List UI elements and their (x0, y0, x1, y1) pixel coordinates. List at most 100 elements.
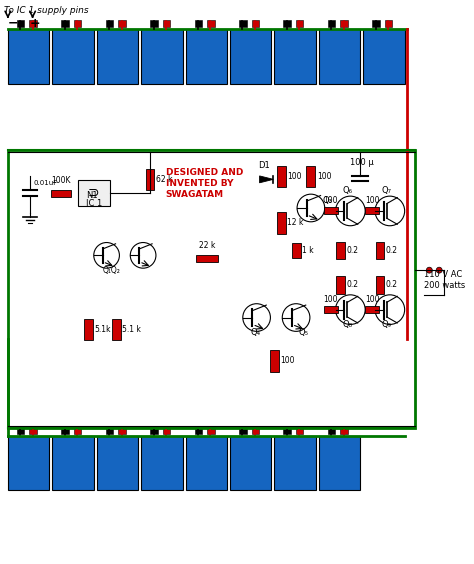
Bar (74, 427, 82, 434)
Bar (372, 20, 380, 28)
Bar (97, 29, 138, 83)
Text: To IC 1 supply pins: To IC 1 supply pins (4, 6, 89, 15)
Text: Q₃: Q₃ (323, 196, 333, 205)
Text: 100 μ: 100 μ (350, 157, 374, 166)
Bar (328, 20, 336, 28)
Bar (62, 20, 69, 28)
Circle shape (427, 267, 432, 273)
Bar (8, 29, 49, 83)
Text: 100: 100 (365, 295, 379, 304)
Text: +: + (29, 16, 40, 29)
Bar (239, 20, 246, 28)
Text: 1 k: 1 k (302, 246, 314, 255)
Text: Q₆: Q₆ (343, 186, 353, 195)
Text: 110 V AC
200 watts: 110 V AC 200 watts (424, 270, 465, 290)
Bar (141, 29, 182, 83)
Polygon shape (260, 176, 273, 183)
Bar (296, 427, 303, 434)
Text: 62 k: 62 k (156, 175, 173, 184)
Text: 22 k: 22 k (199, 241, 216, 250)
Bar (163, 427, 170, 434)
Bar (307, 166, 315, 187)
Bar (97, 436, 138, 490)
Bar (252, 427, 259, 434)
Bar (118, 427, 126, 434)
Bar (150, 427, 158, 434)
Bar (207, 427, 215, 434)
Bar (239, 427, 246, 434)
Text: N1: N1 (86, 191, 98, 200)
Bar (385, 20, 392, 28)
Bar (74, 20, 82, 28)
Bar (336, 276, 345, 294)
Text: 100K: 100K (52, 177, 71, 186)
Bar (106, 427, 113, 434)
Bar (146, 169, 155, 190)
Text: Q₇: Q₇ (382, 186, 392, 195)
Text: DESIGNED AND
INVENTED BY
SWAGATAM: DESIGNED AND INVENTED BY SWAGATAM (166, 168, 243, 199)
Bar (277, 212, 286, 233)
Text: Q₁Q₂: Q₁Q₂ (103, 266, 120, 275)
Text: 0.2: 0.2 (346, 280, 358, 289)
Bar (292, 243, 301, 258)
Text: 5.1k: 5.1k (95, 325, 111, 334)
Bar (336, 241, 345, 259)
Bar (106, 20, 113, 28)
Text: 100: 100 (323, 196, 338, 205)
Text: Q₈: Q₈ (343, 320, 353, 329)
Text: Q₅: Q₅ (298, 328, 308, 337)
Bar (163, 20, 170, 28)
Bar (196, 255, 218, 262)
Bar (319, 29, 360, 83)
Bar (207, 20, 215, 28)
Text: D1: D1 (259, 161, 270, 170)
Bar (84, 319, 93, 340)
Bar (17, 427, 25, 434)
Text: 0.2: 0.2 (346, 246, 358, 255)
Text: 100: 100 (365, 196, 379, 205)
Bar (195, 20, 202, 28)
Bar (51, 190, 71, 197)
Bar (328, 427, 336, 434)
Bar (52, 436, 94, 490)
Text: 100: 100 (317, 172, 331, 181)
Bar (365, 306, 379, 313)
Text: 5.1 k: 5.1 k (122, 325, 141, 334)
Bar (29, 20, 37, 28)
Text: IC 1: IC 1 (86, 199, 102, 208)
Bar (150, 20, 158, 28)
Bar (363, 29, 405, 83)
Bar (270, 350, 279, 372)
Bar (340, 20, 348, 28)
Bar (62, 427, 69, 434)
Bar (185, 436, 227, 490)
Text: Q₄: Q₄ (251, 328, 261, 337)
Bar (29, 427, 37, 434)
Bar (8, 436, 49, 490)
Text: 0.2: 0.2 (386, 246, 398, 255)
Text: ⊃: ⊃ (88, 186, 100, 200)
Text: 0.2: 0.2 (386, 280, 398, 289)
Bar (274, 29, 316, 83)
Bar (185, 29, 227, 83)
Bar (17, 20, 25, 28)
Bar (296, 20, 303, 28)
Bar (8, 150, 415, 428)
Bar (283, 20, 291, 28)
Text: 0.01uF: 0.01uF (34, 180, 58, 186)
Bar (118, 20, 126, 28)
Bar (195, 427, 202, 434)
Bar (283, 427, 291, 434)
Bar (375, 276, 384, 294)
Bar (252, 20, 259, 28)
Bar (78, 180, 109, 206)
Bar (324, 208, 337, 214)
Text: 100: 100 (280, 356, 295, 365)
Bar (274, 436, 316, 490)
Bar (324, 306, 337, 313)
Text: Q₉: Q₉ (382, 320, 392, 329)
Text: 100: 100 (287, 172, 302, 181)
Bar (141, 436, 182, 490)
Bar (277, 166, 286, 187)
Bar (230, 436, 272, 490)
